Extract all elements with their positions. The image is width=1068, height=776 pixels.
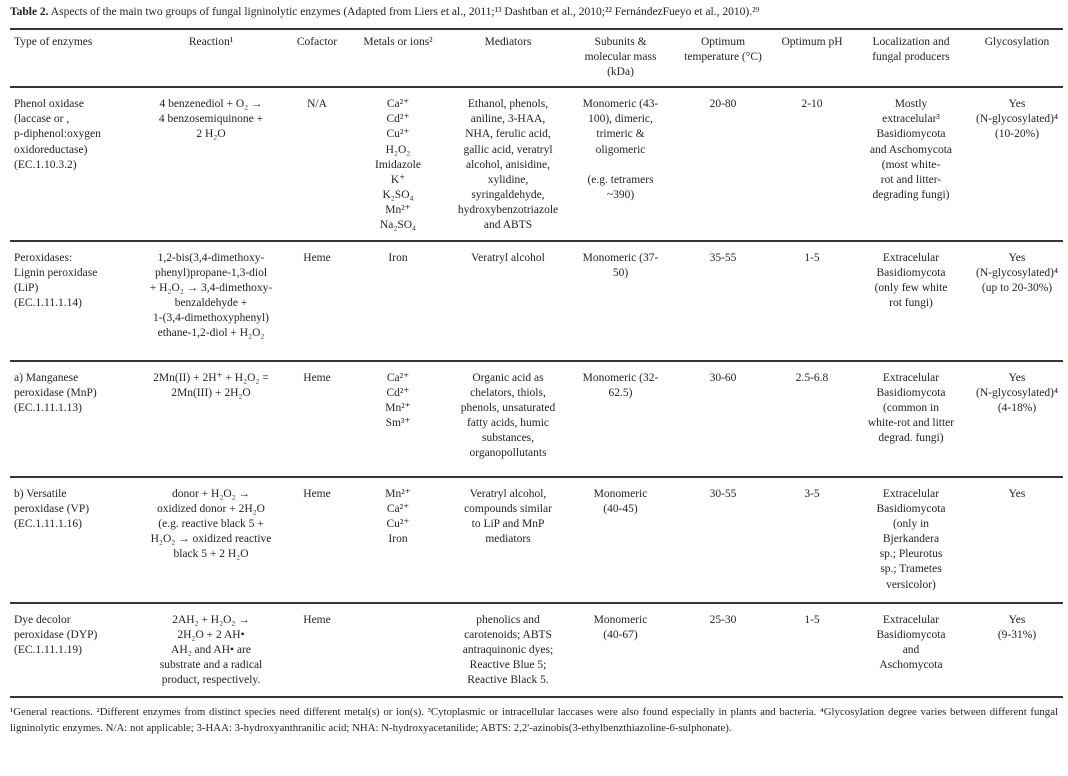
cell-temperature: 20-80 (709, 98, 737, 111)
cell-cofactor: Heme (303, 487, 331, 500)
table-row-versatile-peroxidase: b) Versatile peroxidase (VP) (EC.1.11.1.… (10, 477, 1063, 603)
col-header-cofactor: Cofactor (296, 35, 338, 48)
cell-localization: Extracelular Basidiomycota (only in Bjer… (876, 487, 946, 591)
cell-metals: Ca²⁺ Cd²⁺ Mn²⁺ Sm³⁺ (385, 371, 411, 430)
cell-subunits: Monomeric (32- 62.5) (582, 371, 659, 399)
col-header-reaction: Reaction¹ (188, 35, 234, 48)
cell-temperature: 30-55 (709, 487, 737, 500)
cell-localization: Extracelular Basidiomycota (common in wh… (867, 371, 955, 445)
table-row-manganese-peroxidase: a) Manganese peroxidase (MnP) (EC.1.11.1… (10, 361, 1063, 477)
cell-glycosylation: Yes (N-glycosylated)⁴ (4-18%) (976, 371, 1058, 414)
cell-reaction: 4 benzenediol + O₂ → 4 benzosemiquinone … (158, 98, 264, 141)
table-row-phenol-oxidase: Phenol oxidase (laccase or , p-diphenol:… (10, 87, 1063, 241)
cell-metals: Mn²⁺ Ca²⁺ Cu²⁺ Iron (385, 487, 411, 546)
cell-localization: Extracelular Basidiomycota (only few whi… (874, 251, 948, 310)
cell-temperature: 35-55 (709, 251, 737, 264)
col-header-subunits: Subunits & molecular mass (kDa) (584, 35, 657, 78)
document-page: Table 2. Aspects of the main two groups … (10, 5, 1063, 734)
cell-ph: 2.5-6.8 (795, 371, 829, 384)
cell-ph: 1-5 (804, 613, 820, 626)
cell-mediators: Organic acid as chelators, thiols, pheno… (460, 371, 556, 460)
cell-type: b) Versatile peroxidase (VP) (EC.1.11.1.… (14, 487, 90, 530)
cell-glycosylation: Yes (1008, 487, 1026, 500)
cell-glycosylation: Yes (N-glycosylated)⁴ (up to 20-30%) (976, 251, 1058, 294)
cell-mediators: Veratryl alcohol (471, 251, 545, 264)
cell-type: Peroxidases: Lignin peroxidase (LiP) (EC… (14, 251, 98, 310)
cell-cofactor: N/A (307, 98, 327, 111)
cell-subunits: Monomeric (37- 50) (582, 251, 659, 279)
cell-reaction: 1,2-bis(3,4-dimethoxy- phenyl)propane-1,… (149, 251, 273, 340)
col-header-metals-or-ions: Metals or ions² (363, 35, 433, 48)
cell-mediators: phenolics and carotenoids; ABTS antraqui… (462, 613, 554, 687)
cell-metals: Iron (388, 251, 408, 264)
col-header-type-of-enzymes: Type of enzymes (14, 35, 93, 48)
cell-type: Phenol oxidase (laccase or , p-diphenol:… (14, 98, 101, 171)
cell-subunits: Monomeric (40-67) (593, 613, 648, 641)
col-header-localization: Localization and fungal producers (872, 35, 950, 63)
cell-metals: Ca²⁺ Cd²⁺ Cu²⁺ H₂O₂ Imidazole K⁺ K₂SO₄ M… (375, 98, 421, 232)
col-header-optimum-ph: Optimum pH (781, 35, 843, 48)
table-caption: Table 2. Aspects of the main two groups … (10, 5, 1058, 21)
cell-temperature: 25-30 (709, 613, 737, 626)
cell-ph: 2-10 (801, 98, 823, 111)
cell-reaction: 2Mn(II) + 2H⁺ + H₂O₂ = 2Mn(III) + 2H₂O (153, 371, 269, 399)
table-footnotes: ¹General reactions. ²Different enzymes f… (10, 705, 1058, 734)
table-row-lignin-peroxidase: Peroxidases: Lignin peroxidase (LiP) (EC… (10, 241, 1063, 361)
cell-metals (348, 603, 448, 697)
col-header-mediators: Mediators (484, 35, 532, 48)
cell-glycosylation: Yes (N-glycosylated)⁴ (10-20%) (976, 98, 1058, 141)
cell-temperature: 30-60 (709, 371, 737, 384)
cell-cofactor: Heme (303, 371, 331, 384)
col-header-optimum-temperature: Optimum temperature (°C) (684, 35, 762, 63)
enzyme-table: Type of enzymes Reaction¹ Cofactor Metal… (10, 27, 1063, 698)
cell-type: Dye decolor peroxidase (DYP) (EC.1.11.1.… (14, 613, 98, 656)
cell-type: a) Manganese peroxidase (MnP) (EC.1.11.1… (14, 371, 97, 414)
cell-glycosylation: Yes (9-31%) (997, 613, 1037, 641)
cell-ph: 1-5 (804, 251, 820, 264)
table-caption-label: Table 2. (10, 6, 49, 18)
cell-ph: 3-5 (804, 487, 820, 500)
cell-reaction: 2AH₂ + H₂O₂ → 2H₂O + 2 AH• AH₂ and AH• a… (159, 613, 263, 687)
cell-subunits: Monomeric (40-45) (593, 487, 648, 515)
table-caption-text: Aspects of the main two groups of fungal… (48, 6, 760, 18)
cell-subunits: Monomeric (43- 100), dimeric, trimeric &… (582, 98, 659, 202)
header-row: Type of enzymes Reaction¹ Cofactor Metal… (10, 29, 1063, 88)
cell-mediators: Veratryl alcohol, compounds similar to L… (464, 487, 552, 546)
table-row-dye-decolor-peroxidase: Dye decolor peroxidase (DYP) (EC.1.11.1.… (10, 603, 1063, 697)
cell-cofactor: Heme (303, 251, 331, 264)
cell-mediators: Ethanol, phenols, aniline, 3-HAA, NHA, f… (457, 98, 559, 232)
cell-localization: Extracelular Basidiomycota and Aschomyco… (876, 613, 946, 672)
cell-cofactor: Heme (303, 613, 331, 626)
col-header-glycosylation: Glycosylation (984, 35, 1050, 48)
cell-reaction: donor + H₂O₂ → oxidized donor + 2H₂O (e.… (150, 487, 272, 561)
cell-localization: Mostly extracelular³ Basidiomycota and A… (869, 98, 953, 202)
